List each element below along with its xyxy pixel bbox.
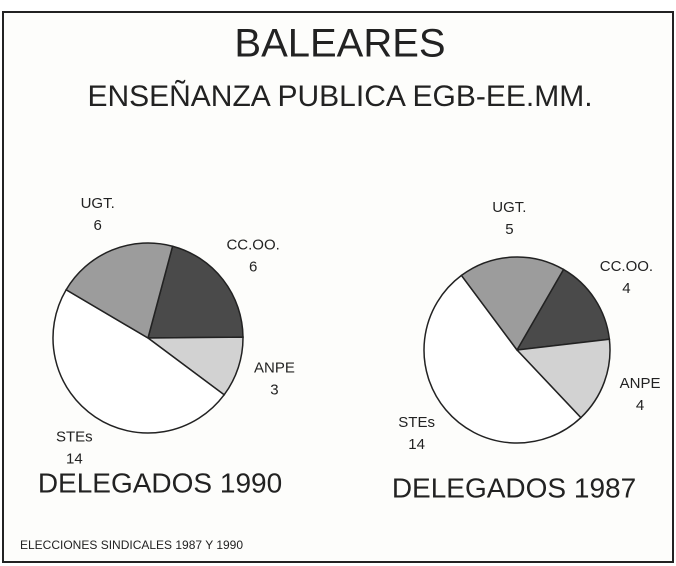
- slice-value: 3: [270, 381, 278, 398]
- slice-label: CC.OO.: [226, 237, 279, 254]
- footer: ELECCIONES SINDICALES 1987 Y 1990: [20, 538, 243, 552]
- chart-title: BALEARES: [234, 22, 445, 66]
- slice-label: ANPE: [254, 359, 295, 376]
- slice-value: 6: [93, 217, 101, 234]
- pie-slice: [515, 338, 611, 419]
- slice-value: 14: [408, 436, 425, 453]
- slice-label: CC.OO.: [600, 258, 653, 275]
- slice-value: 6: [249, 259, 257, 276]
- slice-label: UGT.: [492, 199, 526, 216]
- slice-value: 14: [66, 451, 83, 468]
- pie-slice: [65, 242, 174, 340]
- slice-value: 4: [622, 280, 630, 297]
- slice-value: 5: [505, 221, 513, 238]
- chart-subtitle: ENSEÑANZA PUBLICA EGB-EE.MM.: [87, 79, 592, 113]
- pie-slice: [423, 274, 582, 444]
- pie-slice: [515, 268, 611, 351]
- slice-value: 4: [636, 397, 644, 414]
- slice-label: STEs: [56, 429, 93, 446]
- pie-title: DELEGADOS 1987: [392, 472, 636, 503]
- pie-slice: [460, 256, 565, 352]
- pie-slice: [147, 245, 244, 339]
- slice-label: STEs: [398, 414, 435, 431]
- slice-label: ANPE: [620, 375, 661, 392]
- pie-title: DELEGADOS 1990: [38, 467, 282, 498]
- slice-label: UGT.: [81, 195, 115, 212]
- pie-slice: [52, 288, 226, 434]
